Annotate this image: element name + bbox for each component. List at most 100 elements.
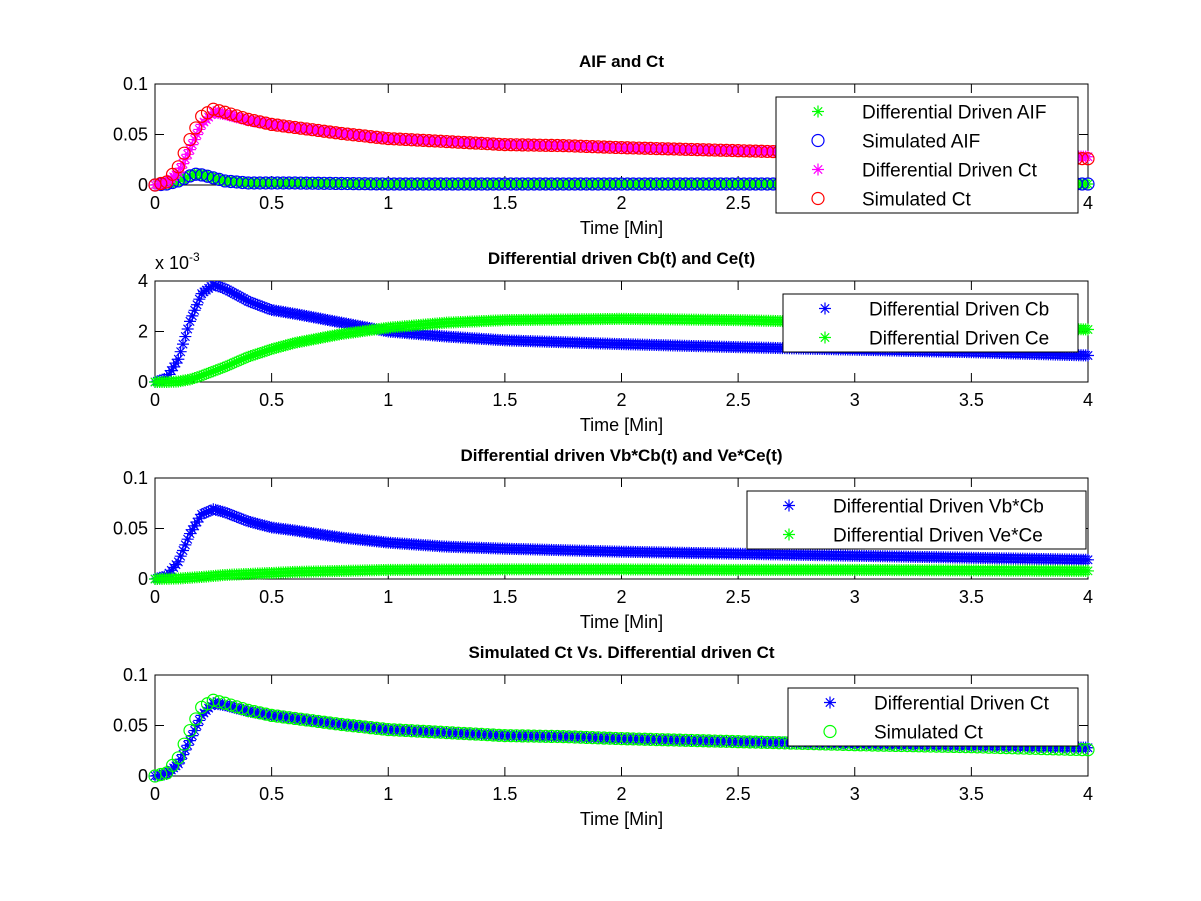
data-point — [169, 175, 182, 188]
data-point — [263, 343, 276, 356]
data-point — [223, 508, 236, 521]
legend-box — [746, 490, 1087, 550]
data-point — [237, 292, 250, 305]
legend-marker — [823, 724, 837, 739]
y-tick-label: 0 — [138, 175, 148, 195]
subplot-2: 0 0.5 1 1.5 2 2.5 3 3.5 4 0 2 4 x 10-3 Differential d… — [138, 249, 1094, 435]
data-point — [181, 533, 194, 546]
data-point — [218, 105, 232, 119]
data-point — [193, 370, 206, 383]
data-point — [209, 503, 222, 516]
legend-entry: Differential Driven Cb — [869, 300, 1049, 321]
data-point — [239, 514, 252, 527]
legend-marker — [812, 105, 824, 118]
data-point — [179, 538, 192, 551]
y-tick-label: 0 — [138, 569, 148, 589]
x-tick-label: 1 — [383, 390, 393, 410]
subplot-4: 0 0.5 1 1.5 2 2.5 3 3.5 4 0 0.05 0.1 Simulated Ct Vs… — [113, 643, 1095, 829]
data-point — [167, 360, 180, 373]
data-point — [235, 112, 248, 125]
data-point — [202, 170, 215, 183]
legend-marker — [811, 133, 825, 148]
data-point — [251, 298, 264, 311]
data-point — [176, 172, 189, 185]
data-point — [221, 699, 234, 712]
data-point — [230, 700, 244, 714]
data-point — [272, 341, 285, 354]
data-point — [188, 519, 201, 532]
data-point — [258, 519, 271, 532]
data-point — [244, 296, 257, 309]
data-point — [207, 365, 220, 378]
data-point — [188, 724, 201, 737]
x-tick-label: 1.5 — [492, 390, 517, 410]
data-point — [169, 357, 182, 370]
data-point — [225, 701, 238, 714]
data-point — [1082, 349, 1094, 362]
data-point — [235, 512, 248, 525]
data-point — [202, 367, 215, 380]
data-point — [190, 128, 203, 141]
data-point — [216, 505, 229, 518]
data-point — [1075, 742, 1089, 757]
x-axis-label: Time [Min] — [580, 218, 663, 238]
data-point — [172, 555, 185, 568]
data-point — [214, 281, 227, 294]
data-point — [237, 352, 250, 365]
data-point — [181, 739, 194, 752]
data-point — [263, 303, 276, 316]
legend-marker — [783, 528, 795, 541]
data-point — [223, 358, 236, 371]
x-tick-label: 2.5 — [726, 784, 751, 804]
legend-marker — [811, 191, 825, 206]
data-point — [197, 507, 210, 520]
y-exponent-label: x 10-3 — [155, 250, 200, 273]
legend-entry: Simulated Ct — [874, 723, 983, 744]
data-point — [253, 346, 266, 359]
data-point — [270, 341, 283, 354]
data-point — [237, 113, 250, 126]
data-point — [176, 338, 189, 351]
chart-title: Differential driven Cb(t) and Ce(t) — [488, 249, 755, 268]
data-point — [154, 767, 168, 782]
data-point — [244, 516, 257, 529]
data-point — [188, 133, 201, 146]
series-1 — [149, 503, 1094, 585]
data-point — [214, 362, 227, 375]
x-tick-label: 4 — [1083, 193, 1093, 213]
data-point — [179, 330, 192, 343]
series-2 — [149, 563, 1094, 585]
x-tick-label: 3 — [850, 390, 860, 410]
data-point — [183, 143, 196, 156]
x-tick-label: 1.5 — [492, 587, 517, 607]
data-point — [154, 176, 168, 191]
data-point — [251, 347, 264, 360]
data-point — [216, 281, 229, 294]
data-point — [246, 296, 259, 309]
data-point — [274, 340, 287, 353]
data-point — [232, 354, 245, 367]
data-point — [165, 364, 178, 377]
data-point — [256, 519, 269, 532]
data-point — [230, 288, 243, 301]
legend-entry: Differential Driven Ve*Ce — [833, 526, 1043, 547]
data-point — [181, 170, 194, 183]
data-point — [189, 712, 203, 726]
x-tick-label: 0 — [150, 784, 160, 804]
data-point — [177, 737, 191, 751]
data-point — [249, 348, 262, 361]
data-point — [239, 704, 252, 717]
data-point — [183, 373, 196, 386]
data-point — [171, 751, 185, 765]
data-point — [232, 290, 245, 303]
data-point — [221, 108, 234, 121]
data-point — [230, 355, 243, 368]
data-point — [189, 121, 203, 135]
data-point — [211, 281, 224, 293]
data-point — [232, 111, 245, 124]
data-point — [218, 506, 231, 519]
data-point — [258, 345, 271, 358]
data-point — [256, 346, 269, 359]
y-tick-label: 0 — [138, 372, 148, 392]
